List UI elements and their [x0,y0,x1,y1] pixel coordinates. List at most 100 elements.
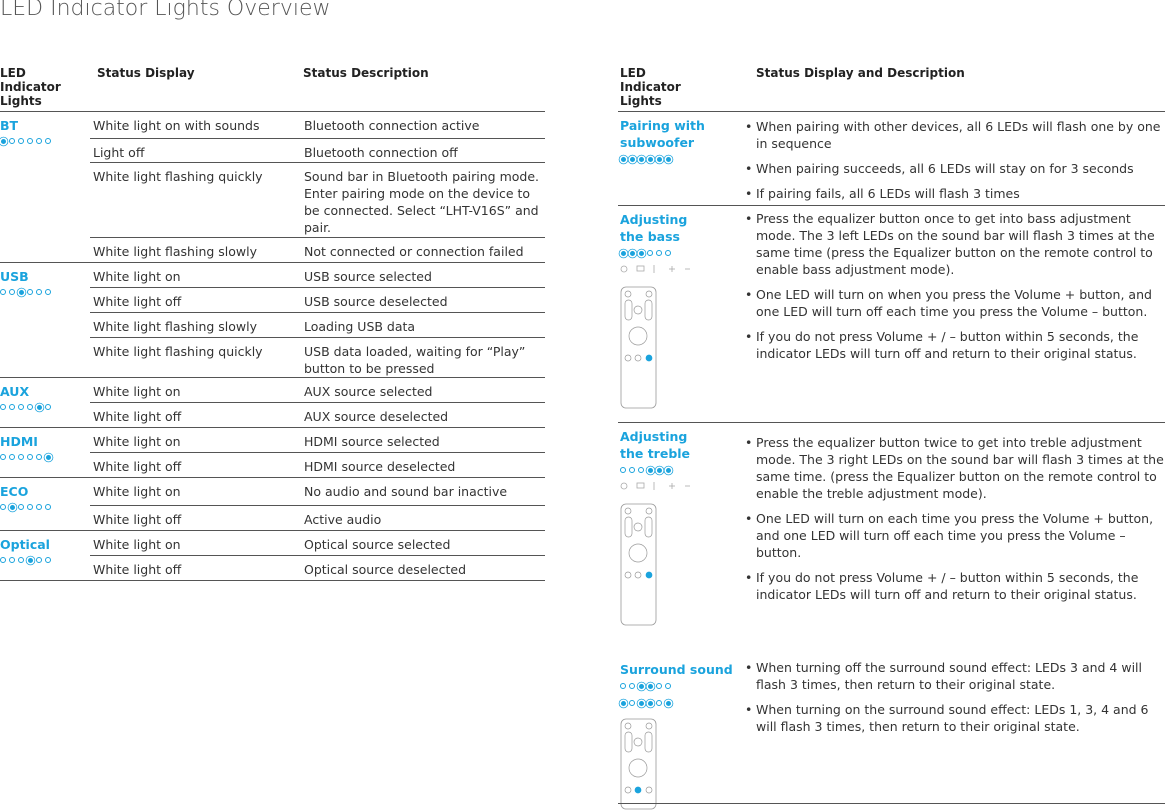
header: Status Display and Description [756,66,965,80]
status-description: Loading USB data [304,319,416,334]
status-display: White light on [93,434,181,449]
led [665,250,671,256]
led-row [0,557,51,563]
status-display: White light off [93,294,182,309]
led [18,138,24,144]
led [45,454,51,460]
header: Status Description [303,66,429,80]
led [36,289,42,295]
rule [90,505,545,506]
bullets: Press the equalizer button once to get i… [745,210,1165,370]
led [656,683,662,689]
led [9,557,15,563]
led-row [620,683,671,689]
led [629,683,635,689]
led-name: Surround sound [620,662,733,677]
led [629,156,635,162]
status-display: White light on [93,537,181,552]
led [629,250,635,256]
led [629,700,635,706]
bullet: If you do not press Volume + / – button … [745,569,1165,603]
bullets: When turning off the surround sound effe… [745,659,1165,743]
led [9,289,15,295]
led-name: Adjusting the bass [620,212,688,244]
led [638,683,644,689]
led [9,504,15,510]
bullet: Press the equalizer button twice to get … [745,434,1165,502]
led-row [0,289,51,295]
status-display: White light off [93,459,182,474]
led [18,504,24,510]
status-description: AUX source selected [304,384,433,399]
led [620,467,626,473]
button-icons [620,482,690,490]
status-display: White light off [93,409,182,424]
led [0,454,6,460]
led-row [620,467,671,473]
led [45,404,51,410]
led-row [0,404,51,410]
led [638,467,644,473]
bullets: Press the equalizer button twice to get … [745,434,1165,611]
status-description: USB source selected [304,269,432,284]
led [638,700,644,706]
bullet: If you do not press Volume + / – button … [745,328,1165,362]
led [18,404,24,410]
status-display: Light off [93,145,145,160]
led [638,250,644,256]
led [0,404,6,410]
led [665,700,671,706]
led [665,683,671,689]
status-description: No audio and sound bar inactive [304,484,508,499]
bullet: When pairing with other devices, all 6 L… [745,118,1165,152]
led-row [0,454,51,460]
led [665,156,671,162]
led [36,454,42,460]
led-name: Optical [0,537,50,552]
led [647,467,653,473]
led [647,683,653,689]
rule [0,262,545,263]
led [9,138,15,144]
bullet: When turning on the surround sound effec… [745,701,1165,735]
led-name: BT [0,118,19,133]
rule [618,803,1165,804]
rule [0,427,545,428]
led-name: HDMI [0,434,38,449]
led [656,700,662,706]
led [0,289,6,295]
rule [0,477,545,478]
led [656,467,662,473]
rule [618,205,1165,206]
led [629,467,635,473]
status-description: HDMI source selected [304,434,440,449]
status-description: Bluetooth connection off [304,145,458,160]
led [36,138,42,144]
page-title: LED Indicator Lights Overview [0,0,331,21]
led [638,156,644,162]
rule [90,287,545,288]
status-display: White light off [93,512,182,527]
status-description: Bluetooth connection active [304,118,480,133]
rule [0,377,545,378]
led [36,404,42,410]
status-description: USB data loaded, waiting for “Play” butt… [304,344,526,376]
header: LED Indicator Lights [0,66,61,108]
rule [0,111,545,112]
led [620,156,626,162]
status-description: Active audio [304,512,382,527]
led [647,250,653,256]
led [18,454,24,460]
status-display: White light off [93,562,182,577]
led [620,250,626,256]
led-name: ECO [0,484,29,499]
rule [90,138,545,139]
status-description: AUX source deselected [304,409,449,424]
led-name: USB [0,269,29,284]
rule [618,422,1165,423]
led-name: AUX [0,384,30,399]
rule [90,337,545,338]
rule [0,530,545,531]
led [665,467,671,473]
led-row [0,504,51,510]
